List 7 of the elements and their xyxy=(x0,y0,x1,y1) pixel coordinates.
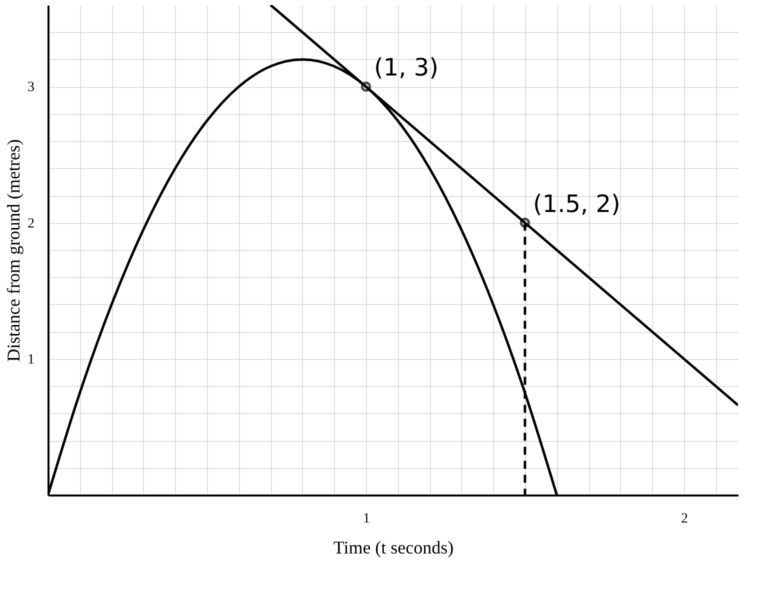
y-tick-label: 1 xyxy=(28,352,34,368)
annotation: (1.5, 2) xyxy=(532,190,620,218)
annotation: (1, 3) xyxy=(374,54,439,82)
y-axis-title: Distance from ground (metres) xyxy=(4,139,24,362)
y-tick-label: 2 xyxy=(28,216,34,232)
y-tick-label: 3 xyxy=(28,80,34,96)
x-axis-title: Time (t seconds) xyxy=(333,538,454,558)
